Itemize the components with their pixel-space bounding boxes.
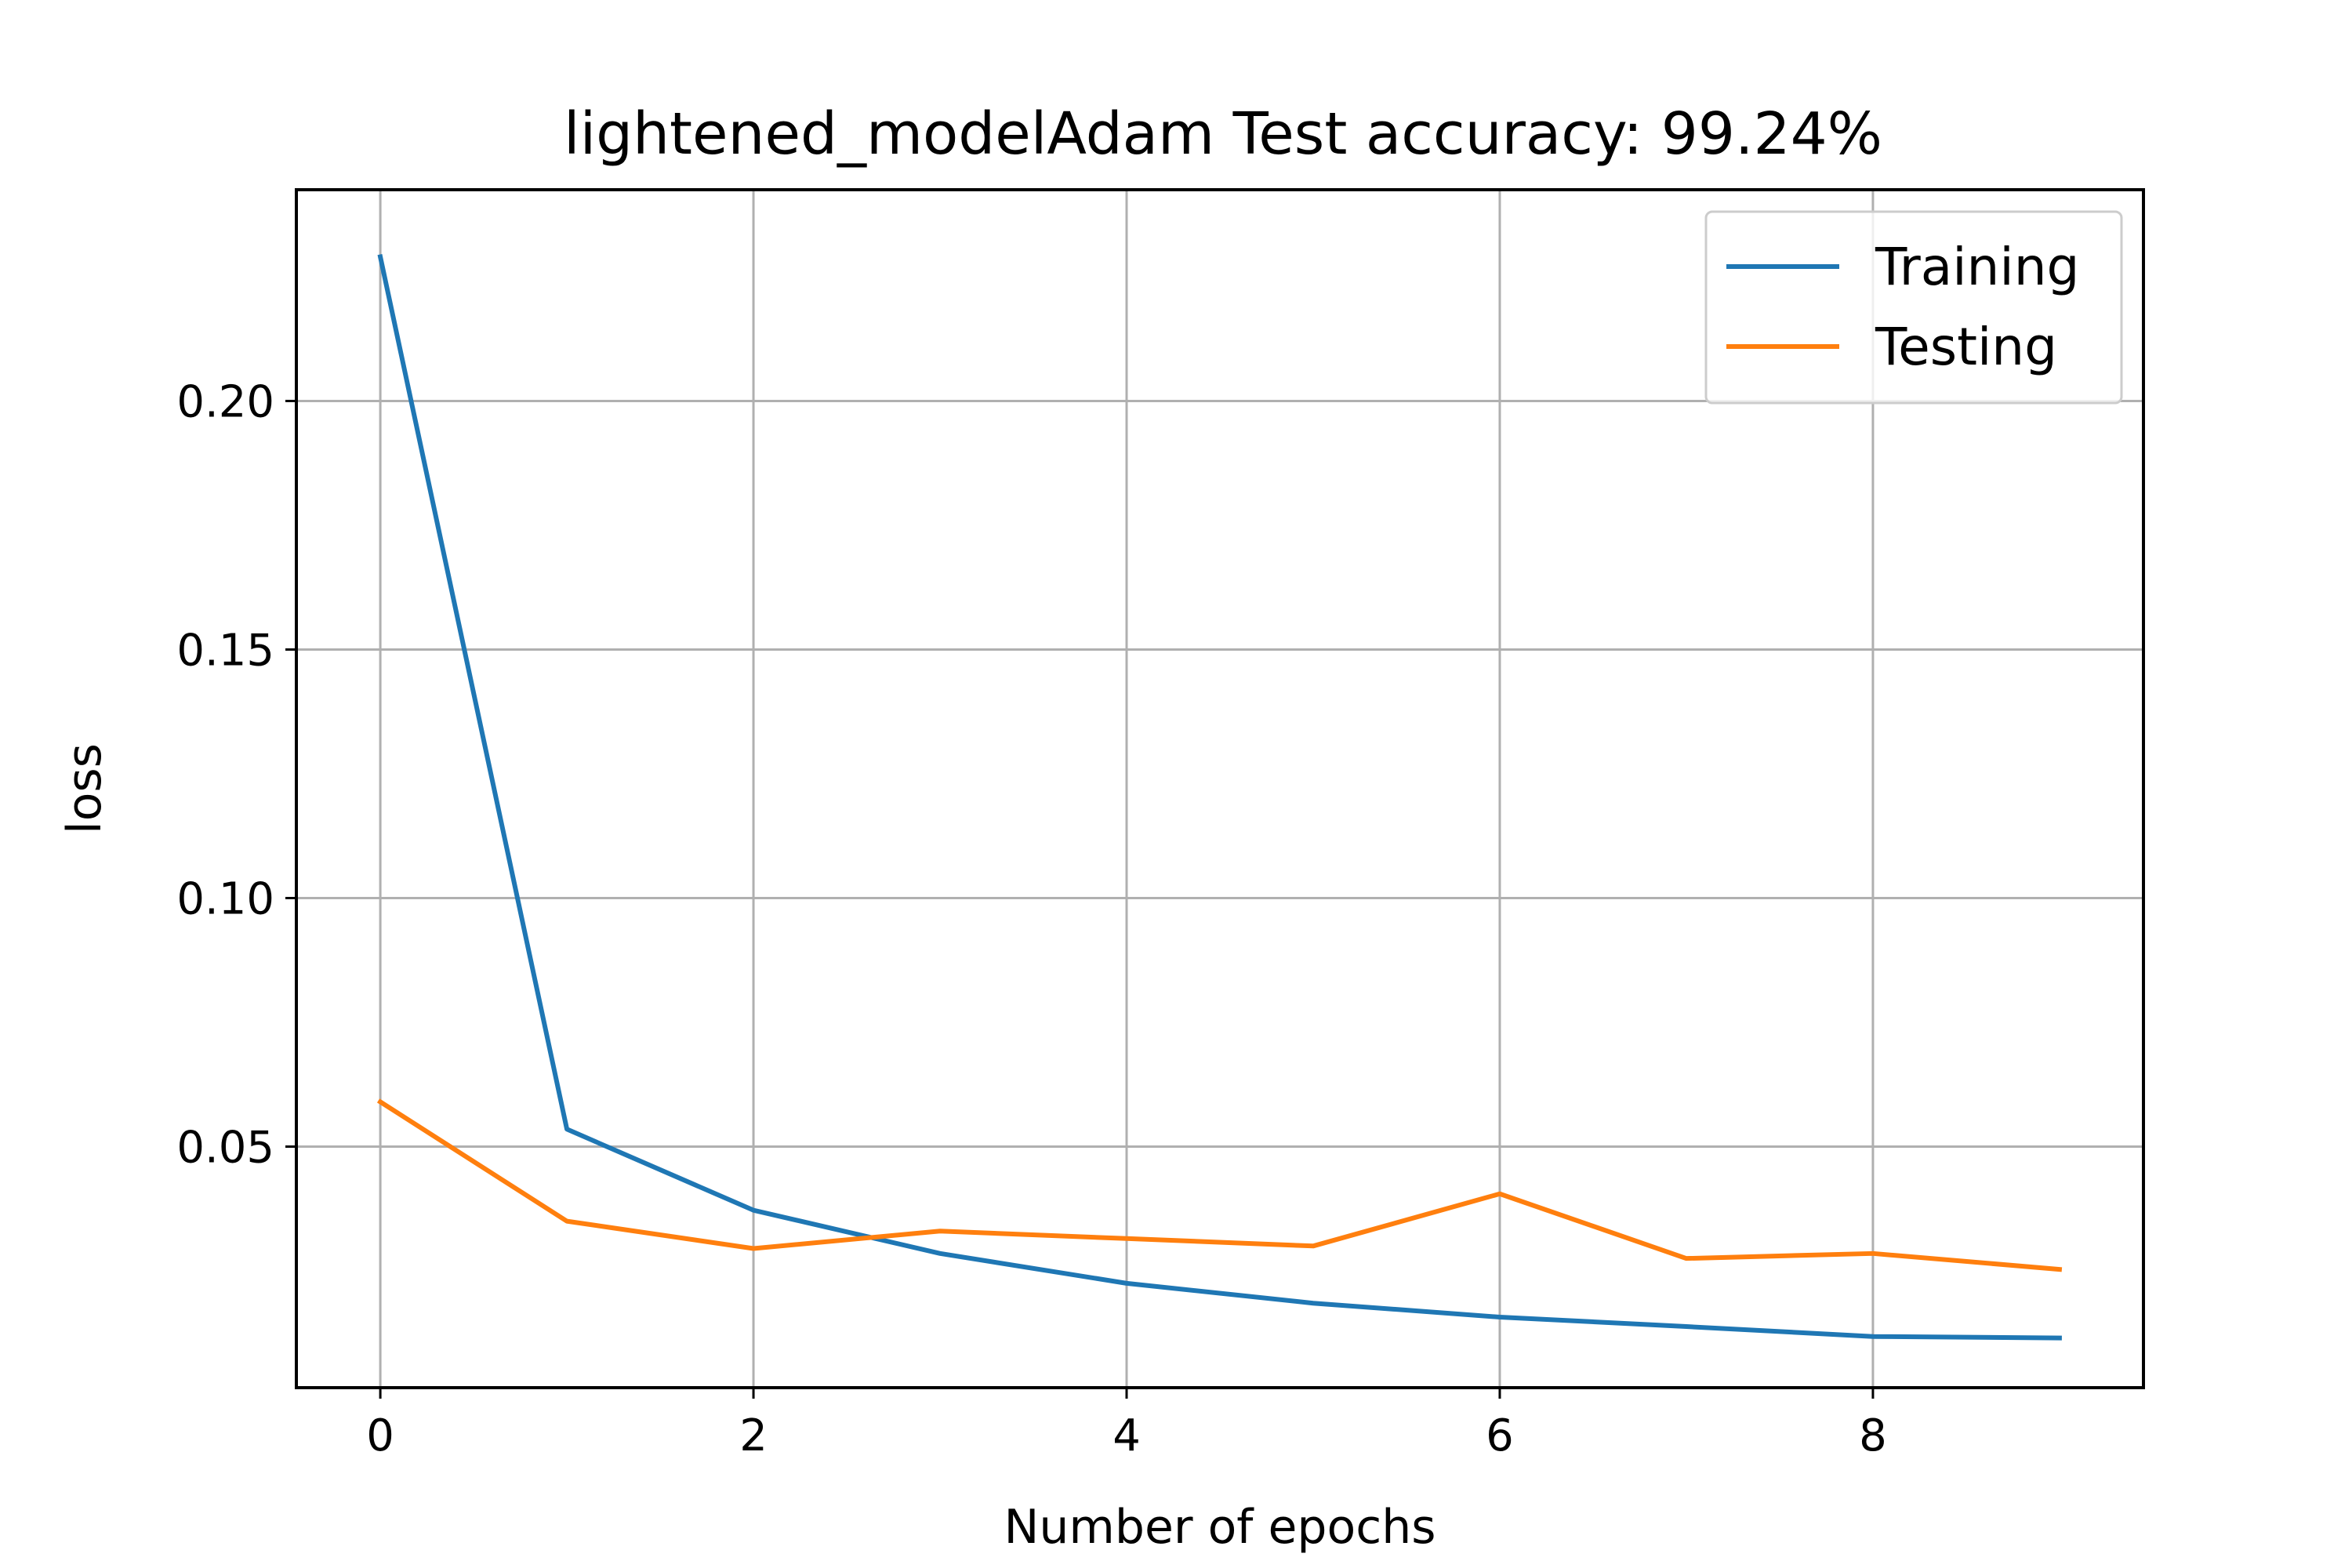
y-axis-label: loss <box>57 743 112 834</box>
series-line-testing <box>376 1098 2063 1272</box>
y-tick-label: 0.20 <box>176 376 274 427</box>
series-lines <box>376 254 2063 1341</box>
x-tick-label: 2 <box>739 1410 768 1461</box>
legend-box <box>1704 210 2123 405</box>
axis-ticks: 0 2 4 6 8 0.05 0.10 0.15 0.20 <box>176 376 1886 1461</box>
x-tick-label: 4 <box>1112 1410 1141 1461</box>
y-tick-label: 0.10 <box>176 873 274 924</box>
chart-title: lightened_modelAdam Test accuracy: 99.24… <box>564 100 1882 168</box>
plot-frame <box>295 188 2145 1389</box>
y-tick-label: 0.15 <box>176 625 274 676</box>
legend-label-training: Training <box>1875 237 2079 297</box>
grid-lines <box>296 190 2143 1388</box>
x-tick-label: 8 <box>1859 1410 1887 1461</box>
legend: Training Testing <box>1704 210 2123 405</box>
x-axis-label: Number of epochs <box>1004 1500 1436 1555</box>
y-tick-label: 0.05 <box>176 1122 274 1173</box>
x-tick-label: 0 <box>366 1410 394 1461</box>
legend-label-testing: Testing <box>1875 317 2057 377</box>
series-line-training <box>377 254 2062 1341</box>
x-tick-label: 6 <box>1486 1410 1514 1461</box>
